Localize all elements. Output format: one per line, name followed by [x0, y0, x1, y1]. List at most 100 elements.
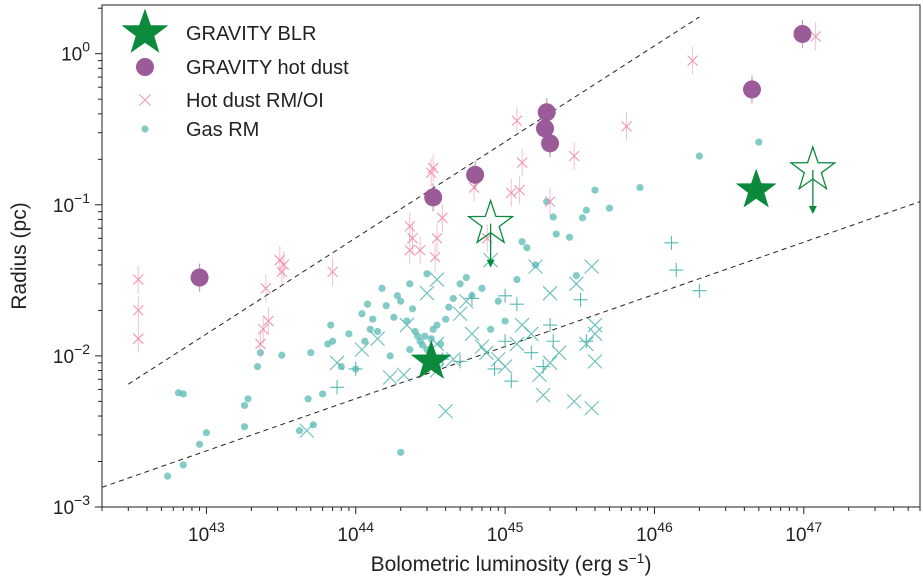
gas-rm-x-markers-point	[535, 387, 551, 403]
data-marks	[132, 19, 837, 480]
y-tick-label: 10−1	[53, 190, 90, 217]
hot-dust-rm-oi-point	[276, 266, 288, 278]
gas-rm-x-markers-point	[419, 285, 435, 301]
hot-dust-rm-oi-point	[514, 184, 525, 196]
x-tick-label: 1046	[636, 519, 673, 546]
gas-rm-point	[358, 310, 366, 318]
gas-rm-point	[329, 337, 337, 345]
gravity-hot-dust-point	[537, 103, 556, 122]
gas-rm-point	[427, 335, 435, 343]
gas-rm-point	[307, 349, 315, 357]
gas-rm-point	[549, 213, 557, 221]
gas-rm-x-markers-point	[445, 351, 461, 367]
gas-rm-x-markers-point	[452, 306, 468, 322]
gas-rm-point	[531, 261, 540, 269]
gas-rm-point	[494, 297, 502, 305]
reference-lines	[101, 16, 921, 488]
gas-rm-point	[518, 238, 526, 246]
gas-rm-x-markers-point	[542, 355, 558, 371]
hot-dust-rm-oi-point	[505, 187, 517, 199]
gas-rm-point	[240, 401, 249, 410]
hot-dust-rm-oi-point	[274, 254, 286, 266]
hot-dust-rm-oi-point	[404, 220, 416, 232]
gas-rm-point	[478, 284, 486, 292]
x-tick-label: 1044	[337, 519, 374, 546]
hot-dust-rm-oi-point	[516, 157, 528, 169]
hot-dust-rm-oi-point	[568, 150, 580, 162]
hot-dust-rm-oi-point	[262, 315, 274, 327]
hot-dust-rm-oi-point	[431, 232, 443, 244]
x-tick-label: 1045	[487, 519, 524, 546]
hot-dust-rm-oi-point	[407, 232, 418, 244]
hot-dust-rm-oi-point	[404, 244, 416, 256]
gas-rm-point	[244, 395, 252, 403]
y-axis: 10−3 10−2 10−1 100	[53, 7, 102, 519]
gravity-hot-dust-point	[793, 24, 812, 43]
gas-rm-point	[369, 315, 377, 323]
gas-rm-point	[433, 321, 441, 329]
gas-rm-x-markers-point	[587, 317, 603, 333]
gas-rm-point	[327, 321, 335, 329]
gravity-hot-dust-point	[190, 268, 209, 287]
gas-rm-x-markers-point	[532, 367, 547, 383]
gas-rm-point	[361, 337, 369, 345]
hot-dust-rm-oi-point	[511, 115, 523, 127]
gas-rm-point	[304, 395, 312, 403]
gas-rm-point	[164, 472, 172, 480]
gas-rm-plus-markers-point	[524, 345, 539, 360]
gas-rm-point	[468, 292, 476, 300]
gas-rm-point	[382, 302, 390, 310]
gas-rm-point	[456, 280, 464, 288]
gas-rm-point	[319, 390, 327, 398]
gas-rm-point	[345, 330, 353, 338]
gas-rm-plus-markers-point	[330, 380, 345, 395]
gas-rm-point	[755, 138, 763, 146]
gas-rm-point	[403, 317, 411, 325]
gravity-hot-dust-point	[466, 165, 485, 184]
y-axis-label: Radius (pc)	[8, 202, 31, 309]
hot-dust-rm-oi-point	[544, 196, 556, 207]
gas-rm-plus-markers-point	[453, 354, 468, 369]
gas-rm-x-markers-point	[542, 285, 558, 301]
gas-rm-plus-markers-point	[573, 292, 588, 307]
gas-rm-point	[501, 317, 509, 325]
gas-rm-plus-markers-point	[536, 359, 551, 374]
hot-dust-rm-oi-point	[687, 55, 698, 66]
gas-rm-point	[462, 273, 470, 282]
gas-rm-plus-markers-point	[692, 283, 707, 298]
x-tick-label: 1047	[785, 519, 822, 546]
hot-dust-rm-oi-point	[255, 338, 266, 350]
gas-rm-x-markers-point	[464, 326, 480, 342]
gas-rm-point	[418, 341, 427, 349]
gas-rm-point	[591, 186, 599, 194]
gas-rm-point	[487, 325, 495, 333]
gas-rm-plus-markers-point	[504, 374, 519, 389]
legend-marker-3	[139, 94, 151, 106]
gas-rm-point	[174, 389, 183, 397]
gas-rm-x-markers-point	[438, 403, 454, 419]
gas-rm-point	[605, 204, 614, 212]
x-axis-label: Bolometric luminosity (erg s−1)	[371, 550, 652, 576]
gas-rm-plus-markers-point	[487, 361, 502, 376]
gas-rm-x-markers-point	[497, 359, 513, 374]
gas-rm-point	[408, 305, 417, 313]
hot-dust-rm-oi-point	[257, 323, 269, 335]
legend-marker-4	[141, 125, 149, 133]
legend-marker-1	[121, 8, 169, 53]
y-tick-label: 100	[61, 39, 90, 66]
plot-frame	[101, 4, 921, 508]
gas-rm-point	[386, 352, 394, 360]
gas-rm-point	[636, 183, 644, 192]
gas-rm-point	[442, 315, 450, 323]
hot-dust-rm-oi-point	[132, 305, 144, 316]
gas-rm-point	[552, 230, 560, 238]
x-tick-label: 1043	[188, 519, 225, 546]
gas-rm-x-markers-point	[566, 393, 582, 409]
gas-rm-point	[513, 275, 521, 284]
hot-dust-rm-oi-point	[810, 31, 821, 42]
gas-rm-x-markers-point	[587, 353, 603, 369]
hot-dust-rm-oi-point	[621, 121, 632, 132]
gas-rm-point	[578, 214, 587, 222]
gas-rm-point	[543, 197, 551, 206]
gas-rm-point	[421, 332, 429, 340]
